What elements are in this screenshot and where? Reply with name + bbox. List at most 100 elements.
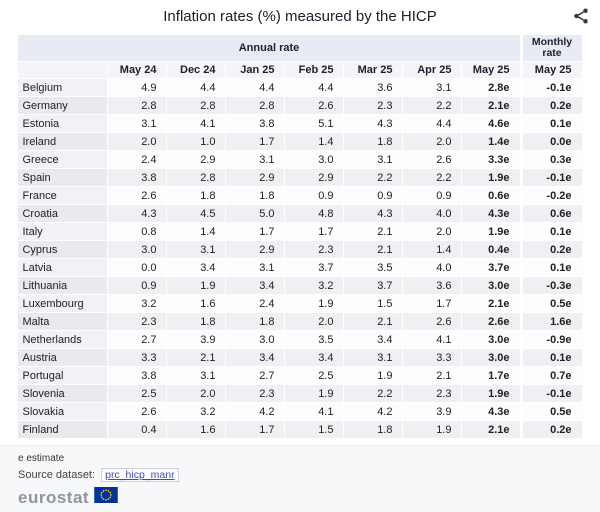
value-cell: 2.1 — [402, 366, 463, 385]
value-cell: 3.2 — [166, 402, 227, 421]
value-cell: 1.8 — [166, 186, 227, 205]
table-row: Croatia 4.3 4.5 5.0 4.8 4.3 4.0 4.3e 0.6e — [17, 204, 583, 223]
value-cell: 2.1 — [343, 222, 404, 241]
value-cell: 0.9 — [284, 186, 345, 205]
value-cell: 0.3e — [519, 150, 583, 169]
value-cell: 0.7e — [519, 366, 583, 385]
source-dataset-link[interactable]: prc_hicp_manr — [101, 468, 179, 482]
value-cell: 4.3 — [343, 114, 404, 133]
value-cell: 3.0e — [461, 330, 522, 349]
value-cell: 3.3 — [402, 348, 463, 367]
country-cell: Germany — [17, 96, 109, 115]
value-cell: -0.3e — [519, 276, 583, 295]
value-cell: 3.1 — [343, 348, 404, 367]
month-header: Apr 25 — [402, 61, 463, 79]
value-cell: 4.8 — [284, 204, 345, 223]
table-row: Belgium 4.9 4.4 4.4 4.4 3.6 3.1 2.8e -0.1e — [17, 78, 583, 97]
value-cell: 0.1e — [519, 348, 583, 367]
eu-flag-icon — [94, 487, 118, 508]
value-cell: 3.0e — [461, 348, 522, 367]
value-cell: 2.1 — [166, 348, 227, 367]
country-cell: Lithuania — [17, 276, 109, 295]
value-cell: 2.6 — [107, 186, 168, 205]
value-cell: 3.8 — [107, 366, 168, 385]
value-cell: 3.4 — [225, 276, 286, 295]
value-cell: 1.6 — [166, 420, 227, 439]
value-cell: 3.4 — [166, 258, 227, 277]
value-cell: 1.7 — [284, 222, 345, 241]
value-cell: 3.7e — [461, 258, 522, 277]
value-cell: 0.1e — [519, 258, 583, 277]
group-header-row: Annual rate Monthly rate — [17, 34, 583, 62]
value-cell: 3.1 — [166, 240, 227, 259]
value-cell: 4.9 — [107, 78, 168, 97]
monthly-month-header: May 25 — [519, 61, 583, 79]
value-cell: 1.4 — [284, 132, 345, 151]
country-cell: Estonia — [17, 114, 109, 133]
value-cell: 1.5 — [284, 420, 345, 439]
value-cell: 0.4 — [107, 420, 168, 439]
value-cell: 2.6 — [107, 402, 168, 421]
value-cell: 1.0 — [166, 132, 227, 151]
value-cell: 4.0 — [402, 204, 463, 223]
value-cell: 3.1 — [225, 258, 286, 277]
value-cell: 1.4 — [166, 222, 227, 241]
value-cell: 3.6 — [402, 276, 463, 295]
value-cell: 0.9 — [107, 276, 168, 295]
value-cell: 1.4e — [461, 132, 522, 151]
value-cell: 2.8 — [166, 96, 227, 115]
value-cell: 0.4e — [461, 240, 522, 259]
country-cell: Austria — [17, 348, 109, 367]
value-cell: 0.5e — [519, 294, 583, 313]
value-cell: 1.9 — [343, 366, 404, 385]
value-cell: -0.2e — [519, 186, 583, 205]
value-cell: 2.2 — [402, 96, 463, 115]
value-cell: 3.0e — [461, 276, 522, 295]
value-cell: 1.4 — [402, 240, 463, 259]
country-cell: France — [17, 186, 109, 205]
source-label: Source dataset: — [18, 469, 96, 481]
value-cell: 0.6e — [519, 204, 583, 223]
value-cell: 0.9 — [402, 186, 463, 205]
table-row: Portugal 3.8 3.1 2.7 2.5 1.9 2.1 1.7e 0.7e — [17, 366, 583, 385]
month-header: Dec 24 — [166, 61, 227, 79]
value-cell: 4.5 — [166, 204, 227, 223]
value-cell: 1.9e — [461, 384, 522, 403]
value-cell: 2.7 — [107, 330, 168, 349]
value-cell: 4.4 — [225, 78, 286, 97]
value-cell: 2.0 — [107, 132, 168, 151]
value-cell: 2.9 — [225, 240, 286, 259]
country-cell: Latvia — [17, 258, 109, 277]
eurostat-logo: eurostat — [18, 487, 582, 508]
value-cell: 3.2 — [107, 294, 168, 313]
table-row: Spain 3.8 2.8 2.9 2.9 2.2 2.2 1.9e -0.1e — [17, 168, 583, 187]
value-cell: 2.3 — [225, 384, 286, 403]
share-icon[interactable] — [572, 7, 590, 25]
table-row: Lithuania 0.9 1.9 3.4 3.2 3.7 3.6 3.0e -0.3e — [17, 276, 583, 295]
value-cell: 2.9 — [284, 168, 345, 187]
value-cell: 3.1 — [402, 78, 463, 97]
value-cell: 2.9 — [225, 168, 286, 187]
country-cell: Portugal — [17, 366, 109, 385]
value-cell: 4.1 — [166, 114, 227, 133]
table-row: Greece 2.4 2.9 3.1 3.0 3.1 2.6 3.3e 0.3e — [17, 150, 583, 169]
value-cell: 0.6e — [461, 186, 522, 205]
table-row: Netherlands 2.7 3.9 3.0 3.5 3.4 4.1 3.0e -0.9e — [17, 330, 583, 349]
inflation-table: Annual rate Monthly rate May 24 Dec 24 Jan… — [17, 34, 583, 439]
source-row: Source dataset: prc_hicp_manr — [18, 468, 582, 482]
value-cell: 2.1 — [343, 240, 404, 259]
value-cell: 3.4 — [284, 348, 345, 367]
value-cell: 2.3 — [107, 312, 168, 331]
value-cell: 2.0 — [402, 222, 463, 241]
value-cell: 2.0 — [284, 312, 345, 331]
value-cell: 3.9 — [402, 402, 463, 421]
value-cell: 2.0 — [402, 132, 463, 151]
value-cell: 2.3 — [284, 240, 345, 259]
value-cell: 1.8 — [166, 312, 227, 331]
value-cell: 1.6e — [519, 312, 583, 331]
value-cell: 4.4 — [284, 78, 345, 97]
month-header: Mar 25 — [343, 61, 404, 79]
value-cell: -0.9e — [519, 330, 583, 349]
country-cell: Luxembourg — [17, 294, 109, 313]
value-cell: 3.0 — [107, 240, 168, 259]
